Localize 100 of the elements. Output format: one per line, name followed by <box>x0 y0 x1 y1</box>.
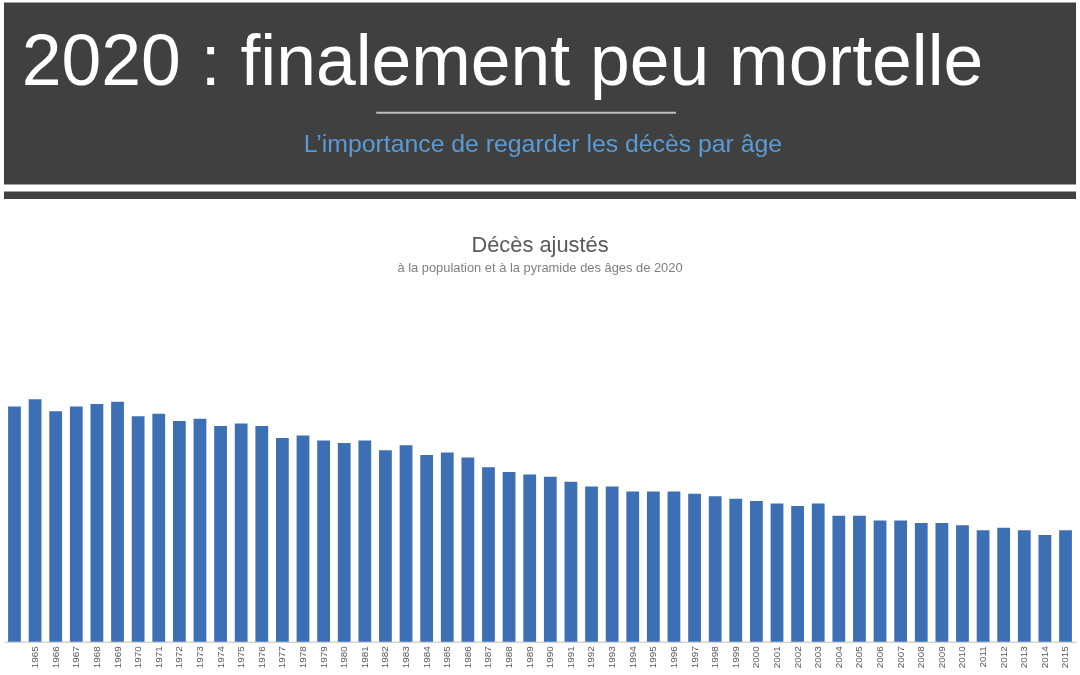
bar <box>69 406 83 642</box>
bar <box>90 404 104 642</box>
x-tick-label: 1976 <box>255 645 267 669</box>
x-tick-label: 1984 <box>420 645 432 669</box>
bar <box>605 486 619 642</box>
bar <box>193 418 207 642</box>
x-tick-label: 2005 <box>853 645 865 669</box>
chart-subtitle: à la population et à la pyramide des âges de 2020 <box>397 260 683 276</box>
x-tick-label: 1975 <box>235 645 247 669</box>
bar <box>8 406 21 642</box>
bar <box>317 440 330 642</box>
bar <box>543 476 557 642</box>
bar <box>337 442 351 642</box>
x-tick-label: 1991 <box>564 645 576 669</box>
bar <box>935 522 949 642</box>
bar <box>1017 530 1031 642</box>
x-tick-label: 2010 <box>956 645 968 669</box>
x-tick-label: 1972 <box>173 645 185 669</box>
x-tick-label: 1978 <box>296 645 308 669</box>
x-tick-label: 1988 <box>503 645 515 669</box>
bar <box>708 496 722 642</box>
bar <box>49 411 63 642</box>
x-tick-label: 1977 <box>276 645 288 669</box>
bar <box>234 423 248 642</box>
x-tick-label: 2001 <box>770 645 782 669</box>
bar <box>791 505 804 642</box>
x-tick-label: 1971 <box>152 645 164 669</box>
x-tick-label: 2003 <box>812 645 824 669</box>
x-tick-label: 1974 <box>214 645 226 669</box>
x-tick-label: 1986 <box>461 645 473 669</box>
bar <box>214 425 227 642</box>
bar <box>28 399 42 642</box>
x-tick-label: 1999 <box>729 645 741 669</box>
bar <box>811 503 825 642</box>
x-tick-label: 1994 <box>626 645 638 669</box>
x-tick-label: 2015 <box>1059 645 1071 669</box>
bar <box>976 530 990 642</box>
x-tick-label: 1965 <box>29 645 41 669</box>
bar <box>956 525 969 642</box>
bar <box>729 498 743 642</box>
x-tick-label: 1983 <box>400 645 412 669</box>
bar <box>1059 530 1072 642</box>
bar <box>832 515 846 642</box>
x-tick-label: 1970 <box>132 645 144 669</box>
x-tick-label: 1969 <box>111 645 123 669</box>
text: L’importance de regarder les décès par âge <box>303 130 783 158</box>
bar <box>255 425 269 642</box>
x-tick-label: 1998 <box>709 645 721 669</box>
bar <box>585 486 598 642</box>
x-tick-label: 1980 <box>338 645 350 669</box>
x-tick-label: 1995 <box>647 645 659 669</box>
x-tick-label: 1990 <box>544 645 556 669</box>
bar <box>688 493 701 642</box>
bar <box>358 440 372 642</box>
x-tick-label: 2009 <box>935 645 947 669</box>
chart-title: Décès ajustés <box>471 231 609 257</box>
x-tick-label: 1968 <box>90 645 102 669</box>
bar <box>296 435 310 642</box>
x-tick-label: 1973 <box>193 645 205 669</box>
bar <box>152 413 166 642</box>
x-tick-label: 2011 <box>977 645 989 668</box>
x-tick-label: 1981 <box>358 645 370 669</box>
bar <box>172 421 186 642</box>
bar <box>276 438 289 642</box>
x-tick-label: 1989 <box>523 645 535 669</box>
bar <box>750 501 763 642</box>
bar <box>667 491 681 642</box>
x-tick-label: 2000 <box>750 645 762 669</box>
bar <box>626 491 640 642</box>
bar <box>420 455 434 642</box>
bar <box>564 481 578 642</box>
bar <box>111 401 124 642</box>
bar <box>131 416 145 642</box>
bar <box>853 515 866 642</box>
x-tick-label: 2006 <box>874 645 886 669</box>
bar <box>379 450 392 642</box>
bar <box>1038 535 1052 642</box>
x-tick-label: 2004 <box>832 645 844 669</box>
x-tick-label: 1987 <box>482 645 494 669</box>
bar <box>770 503 784 642</box>
x-tick-label: 1985 <box>441 645 453 669</box>
bar <box>873 520 887 642</box>
x-tick-label: 1992 <box>585 645 597 669</box>
x-tick-label: 1979 <box>317 645 329 669</box>
bar <box>399 445 413 642</box>
bar <box>914 522 928 642</box>
text: 2020 : finalement peu mortelle <box>21 19 984 100</box>
x-tick-label: 1982 <box>379 645 391 669</box>
x-tick-label: 1997 <box>688 645 700 669</box>
x-tick-label: 1996 <box>667 645 679 669</box>
x-tick-label: 2008 <box>915 645 927 669</box>
bar <box>461 457 475 642</box>
bar <box>482 467 495 642</box>
x-tick-label: 2013 <box>1018 645 1030 669</box>
x-tick-label: 2012 <box>997 645 1009 669</box>
x-tick-label: 1966 <box>49 645 61 669</box>
bar <box>440 452 454 642</box>
x-tick-label: 2007 <box>894 645 906 669</box>
x-tick-label: 1993 <box>606 645 618 669</box>
bar <box>894 520 908 642</box>
